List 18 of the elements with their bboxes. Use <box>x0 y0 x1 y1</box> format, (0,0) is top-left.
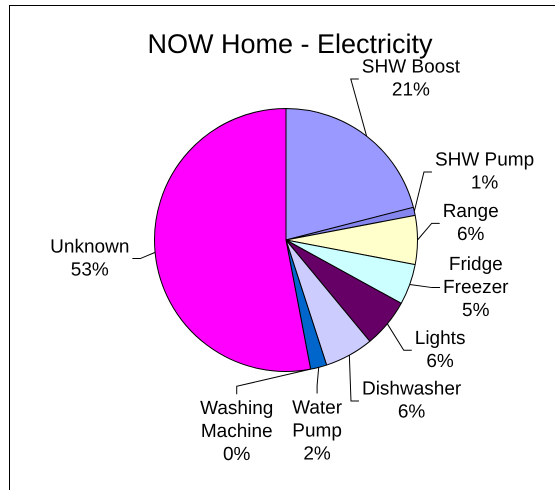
slice-label: Unknown <box>50 236 130 258</box>
data-label: 1% <box>470 172 498 194</box>
slice-label: Dishwasher <box>362 378 462 400</box>
data-label: 6% <box>426 351 454 372</box>
slice-label: Fridge Freezer <box>443 254 510 298</box>
data-label: 5% <box>462 300 490 321</box>
data-label: 6% <box>398 402 426 423</box>
category-label: Washing Machine <box>200 398 274 442</box>
data-label: 6% <box>456 224 485 246</box>
data-label: 2% <box>303 443 331 464</box>
data-label: 53% <box>70 259 109 280</box>
legend-label: Water Pump <box>292 397 343 442</box>
slice-label: SHW Pump <box>434 150 534 171</box>
slice-label: Range <box>442 201 499 222</box>
data-label: 21% <box>392 80 430 101</box>
chart-title: NOW Home - Electricity <box>147 29 433 59</box>
text: 0% <box>222 444 250 466</box>
slice-label: Lights <box>414 328 466 350</box>
